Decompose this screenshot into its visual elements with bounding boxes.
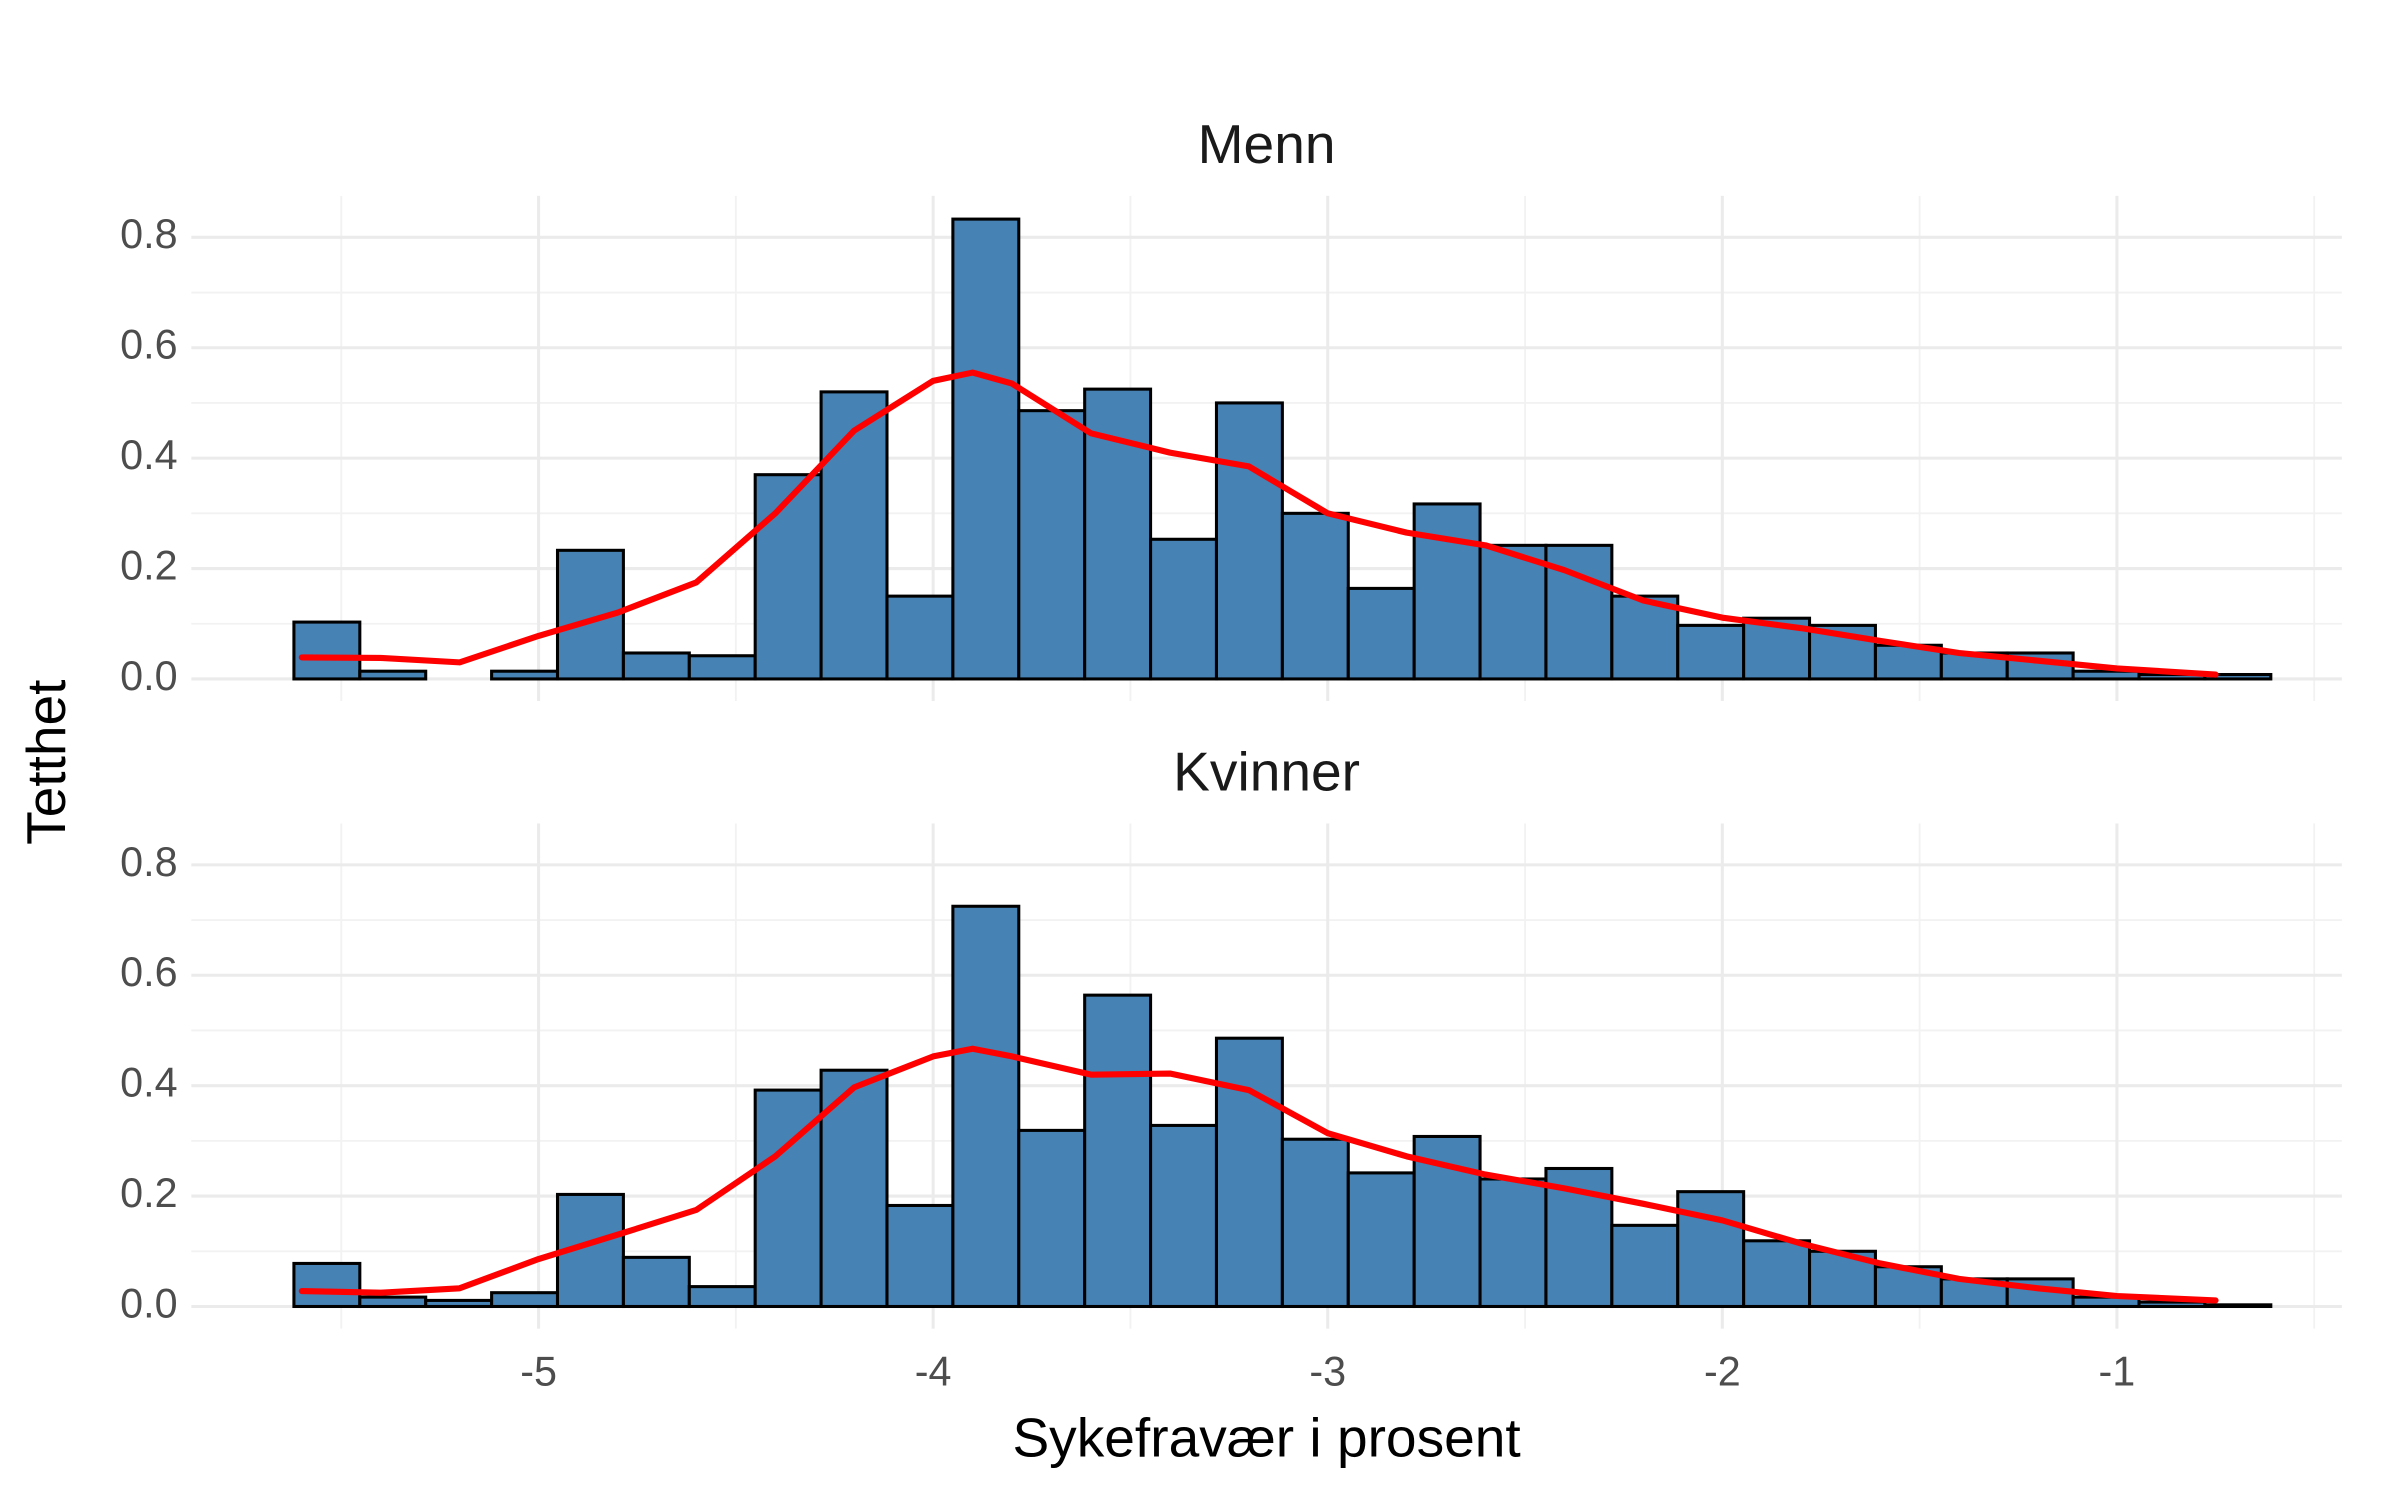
y-tick-label: 0.2 xyxy=(120,1170,177,1216)
histogram-bar xyxy=(1346,1171,1416,1309)
y-tick-label: 0.0 xyxy=(120,653,177,699)
histogram-bar xyxy=(490,1291,560,1309)
histogram-bar xyxy=(1149,1123,1218,1309)
histogram-bar xyxy=(1478,543,1548,681)
histogram-bar xyxy=(1280,1137,1350,1309)
histogram-bar xyxy=(1017,1128,1087,1309)
histogram-bar xyxy=(753,473,823,681)
histogram-bar xyxy=(2137,1300,2207,1309)
histogram-bar xyxy=(819,390,889,681)
histogram-bar xyxy=(358,1295,428,1309)
histogram-bar xyxy=(885,594,955,681)
histogram-bar xyxy=(292,620,362,681)
density-line xyxy=(298,1045,2219,1304)
histogram-bar xyxy=(621,651,691,681)
histogram-bar xyxy=(687,654,757,681)
y-tick-label: 0.4 xyxy=(120,432,177,478)
y-tick-label: 0.0 xyxy=(120,1280,177,1326)
histogram-bar xyxy=(292,1261,362,1309)
x-tick-label: -4 xyxy=(915,1348,952,1394)
histogram-bar xyxy=(885,1203,955,1309)
density-line xyxy=(298,369,2219,678)
y-tick-label: 0.6 xyxy=(120,949,177,995)
histogram-bar xyxy=(1676,623,1746,681)
histogram-bar xyxy=(2071,669,2141,681)
histogram-bar xyxy=(753,1088,823,1309)
histogram-bar xyxy=(621,1255,691,1309)
y-tick-label: 0.4 xyxy=(120,1060,177,1106)
histogram-bar xyxy=(2203,1303,2273,1309)
histogram-bar xyxy=(687,1285,757,1309)
facet-title: Menn xyxy=(1198,113,1336,175)
y-tick-label: 0.8 xyxy=(120,211,177,257)
histogram-bar xyxy=(1149,537,1218,681)
histogram-bar xyxy=(951,217,1021,681)
y-tick-label: 0.2 xyxy=(120,542,177,588)
histogram-bar xyxy=(1214,401,1284,681)
histogram-bar xyxy=(1214,1036,1284,1309)
histogram-bar xyxy=(490,669,560,681)
histogram-bar xyxy=(1083,993,1153,1309)
histogram-bar xyxy=(1610,1223,1680,1309)
histogram-bar xyxy=(951,904,1021,1309)
histogram-bar xyxy=(424,1298,494,1309)
histogram-bar xyxy=(1478,1177,1548,1309)
y-tick-label: 0.8 xyxy=(120,839,177,885)
histogram-bar xyxy=(1742,1239,1812,1309)
x-tick-label: -5 xyxy=(520,1348,557,1394)
histogram-bar xyxy=(1610,594,1680,681)
facet-title: Kvinner xyxy=(1173,741,1360,803)
histogram-bar xyxy=(1412,502,1482,681)
x-tick-label: -2 xyxy=(1704,1348,1741,1394)
x-tick-label: -3 xyxy=(1309,1348,1346,1394)
histogram-bar xyxy=(1017,409,1087,681)
histogram-bar xyxy=(1346,586,1416,681)
x-axis-label: Sykefravær i prosent xyxy=(1012,1406,1520,1468)
histogram-bar xyxy=(1676,1190,1746,1309)
histogram-bar xyxy=(358,669,428,681)
y-axis-label: Tetthet xyxy=(15,680,77,845)
y-tick-label: 0.6 xyxy=(120,322,177,368)
x-tick-label: -1 xyxy=(2099,1348,2136,1394)
histogram-bar xyxy=(1280,511,1350,681)
